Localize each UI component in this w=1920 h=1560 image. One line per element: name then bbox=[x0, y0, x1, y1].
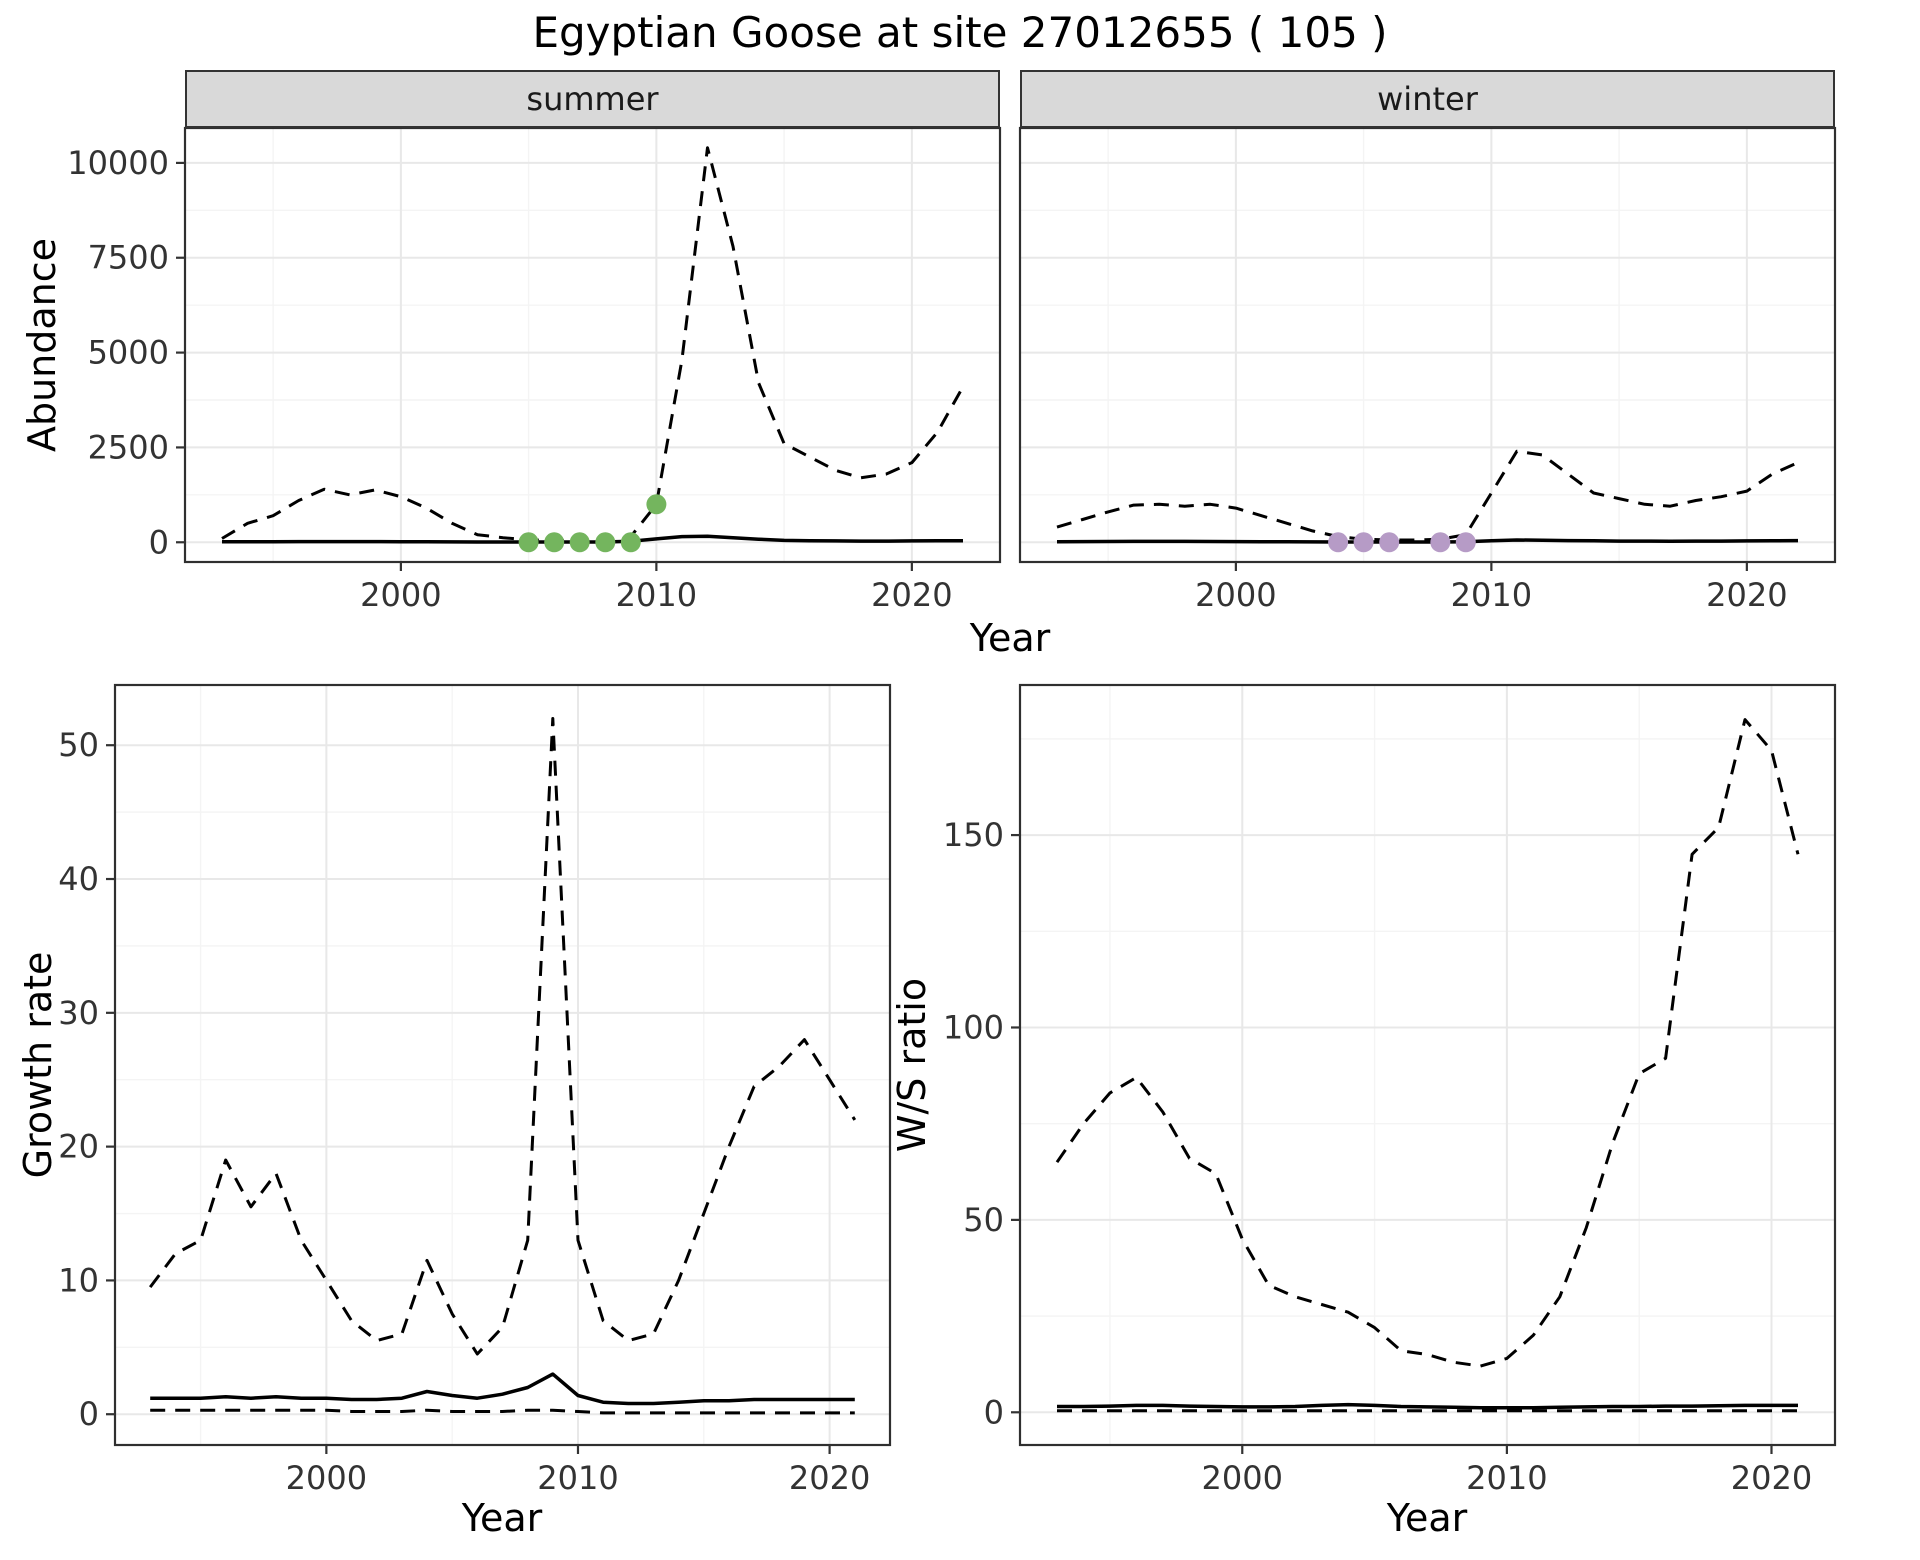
abundance_summer-data-point bbox=[620, 532, 641, 553]
growth_rate-mean-line bbox=[150, 1372, 855, 1406]
panel-growth_rate: 2000 2010 2020 0 10 20 30 40 50 bbox=[58, 683, 892, 1497]
x-tick-label: 2000 bbox=[286, 1459, 367, 1497]
x-tick-label: 2000 bbox=[1195, 576, 1276, 614]
y-tick-label: 30 bbox=[58, 994, 99, 1032]
y-tick-label: 0 bbox=[149, 523, 169, 561]
y-tick-label: 2500 bbox=[88, 428, 169, 466]
x-tick-label: 2010 bbox=[616, 576, 697, 614]
growth_rate-upper_ci-line bbox=[149, 717, 857, 1356]
ws-ratio-axis-label: W/S ratio bbox=[890, 977, 934, 1153]
panel-ws_ratio: 2000 2010 2020 0 50 100 150 bbox=[943, 683, 1837, 1497]
panel-background bbox=[185, 128, 1000, 562]
x-tick-label: 2000 bbox=[360, 576, 441, 614]
facet-strip-summer: summer bbox=[185, 70, 1000, 128]
y-tick-label: 0 bbox=[984, 1393, 1004, 1431]
growth_rate-lower_ci-line bbox=[150, 1408, 855, 1415]
facet-strip-winter-label: winter bbox=[1377, 80, 1478, 118]
panel-abundance_winter: 2000 2010 2020 bbox=[1018, 126, 1837, 614]
x-tick-label: 2010 bbox=[537, 1459, 618, 1497]
x-tick-label: 2010 bbox=[1466, 1459, 1547, 1497]
abundance_summer-data-point bbox=[544, 532, 565, 553]
y-tick-label: 0 bbox=[79, 1395, 99, 1433]
panel-border bbox=[1018, 126, 1837, 564]
x-tick-label: 2020 bbox=[871, 576, 952, 614]
x-tick-label: 2020 bbox=[1706, 576, 1787, 614]
abundance_winter-data-point bbox=[1353, 532, 1374, 553]
abundance_winter-data-point bbox=[1430, 532, 1451, 553]
y-tick-label: 40 bbox=[58, 860, 99, 898]
panel-background bbox=[1020, 128, 1835, 562]
abundance_winter-data-point bbox=[1328, 532, 1349, 553]
y-tick-label: 7500 bbox=[88, 239, 169, 277]
facet-strip-summer-label: summer bbox=[526, 80, 659, 118]
panel-border bbox=[183, 126, 1002, 564]
abundance_summer-data-point bbox=[595, 532, 616, 553]
abundance_summer-data-point bbox=[518, 532, 539, 553]
abundance_winter-data-point bbox=[1455, 532, 1476, 553]
abundance_summer-data-point bbox=[569, 532, 590, 553]
x-tick-label: 2020 bbox=[1731, 1459, 1812, 1497]
x-tick-label: 2000 bbox=[1202, 1459, 1283, 1497]
ws_ratio-mean-line bbox=[1057, 1402, 1798, 1410]
y-tick-label: 150 bbox=[943, 816, 1004, 854]
x-tick-label: 2020 bbox=[789, 1459, 870, 1497]
y-tick-label: 10000 bbox=[67, 144, 169, 182]
y-tick-label: 5000 bbox=[88, 334, 169, 372]
bottom-left-year-axis-label: Year bbox=[461, 1496, 543, 1540]
figure-title: Egyptian Goose at site 27012655 ( 105 ) bbox=[532, 8, 1388, 57]
panel-background bbox=[115, 685, 890, 1445]
growth-rate-axis-label: Growth rate bbox=[16, 951, 60, 1179]
abundance-axis-label: Abundance bbox=[20, 237, 64, 453]
abundance_summer-index-line bbox=[221, 534, 964, 544]
bottom-right-year-axis-label: Year bbox=[1386, 1496, 1468, 1540]
abundance_summer-data-point bbox=[646, 494, 667, 515]
abundance_winter-index-line bbox=[1056, 538, 1799, 544]
abundance_winter-upper_ci-line bbox=[1056, 449, 1799, 542]
panel-background bbox=[1020, 685, 1835, 1445]
x-tick-label: 2010 bbox=[1451, 576, 1532, 614]
abundance_winter-data-point bbox=[1379, 532, 1400, 553]
y-tick-label: 20 bbox=[58, 1128, 99, 1166]
facet-strip-winter: winter bbox=[1020, 70, 1835, 128]
y-tick-label: 50 bbox=[963, 1201, 1004, 1239]
y-tick-label: 10 bbox=[58, 1261, 99, 1299]
panel-border bbox=[113, 683, 892, 1447]
panel-border bbox=[1018, 683, 1837, 1447]
panel-abundance_summer: 2000 2010 2020 0 2500 5000 7500 10000 bbox=[67, 126, 1002, 614]
abundance_summer-upper_ci-line bbox=[221, 146, 965, 542]
y-tick-label: 50 bbox=[58, 726, 99, 764]
y-tick-label: 100 bbox=[943, 1008, 1004, 1046]
top-year-axis-label: Year bbox=[969, 616, 1051, 660]
